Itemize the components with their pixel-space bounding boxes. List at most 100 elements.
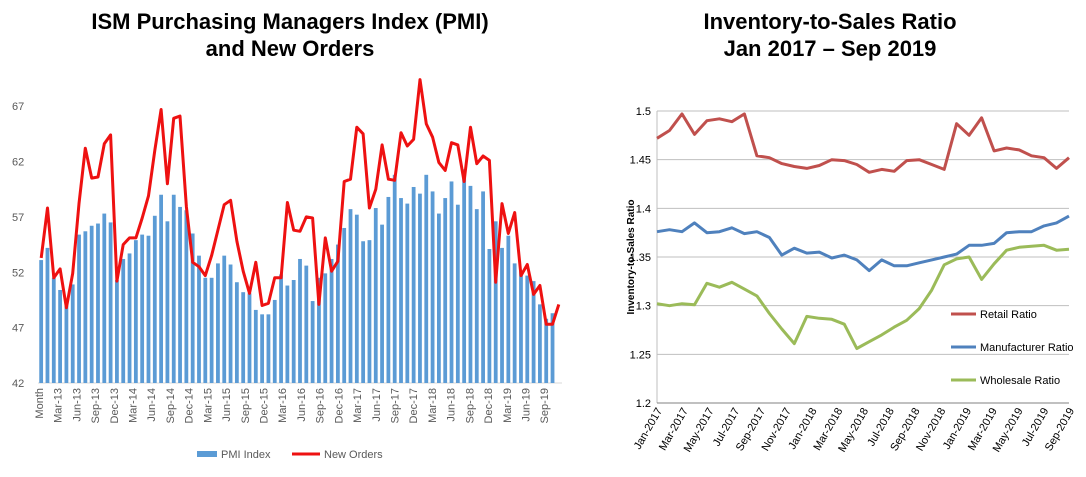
pmi-x-tick-label: Sep-15 bbox=[240, 388, 252, 423]
pmi-x-tick-label: Jun-14 bbox=[146, 388, 158, 422]
pmi-x-tick-label: Mar-17 bbox=[352, 388, 364, 423]
pmi-bar bbox=[89, 225, 94, 383]
pmi-x-tick-label: Jun-18 bbox=[446, 388, 458, 422]
inventory-y-tick-label: 1.35 bbox=[630, 252, 651, 264]
pmi-bar bbox=[291, 280, 296, 383]
pmi-bar bbox=[335, 244, 340, 383]
pmi-bar bbox=[373, 208, 378, 383]
new-orders-line bbox=[39, 78, 561, 326]
pmi-x-tick-label: Mar-15 bbox=[202, 388, 214, 423]
inventory-legend-label: Retail Ratio bbox=[980, 309, 1037, 321]
pmi-bar bbox=[203, 277, 208, 383]
pmi-bar bbox=[512, 263, 517, 383]
pmi-bar bbox=[399, 198, 403, 383]
pmi-bar bbox=[234, 282, 239, 383]
pmi-bar bbox=[216, 263, 220, 383]
pmi-bar bbox=[430, 191, 435, 383]
pmi-bar bbox=[197, 255, 201, 383]
pmi-bar bbox=[468, 185, 473, 383]
pmi-chart-title-line1: ISM Purchasing Managers Index (PMI) bbox=[91, 9, 489, 34]
pmi-x-tick-label: Sep-19 bbox=[539, 388, 551, 423]
pmi-bar bbox=[140, 234, 145, 383]
pmi-bar bbox=[83, 231, 88, 383]
pmi-x-tick-label: Jun-15 bbox=[221, 388, 233, 422]
pmi-bar bbox=[392, 174, 397, 383]
pmi-x-tick-label: Sep-18 bbox=[464, 388, 476, 423]
pmi-y-tick-label: 47 bbox=[12, 323, 24, 335]
pmi-bar bbox=[108, 222, 113, 383]
inventory-chart-title: Inventory-to-Sales Ratio Jan 2017 – Sep … bbox=[590, 8, 1070, 62]
pmi-bar bbox=[436, 213, 441, 383]
pmi-bar bbox=[310, 301, 315, 383]
pmi-bar bbox=[165, 221, 170, 383]
pmi-x-tick-label: Sep-13 bbox=[90, 388, 102, 423]
pmi-y-tick-label: 42 bbox=[12, 378, 24, 390]
pmi-x-tick-label: Dec-17 bbox=[408, 388, 420, 423]
pmi-bar bbox=[500, 247, 504, 383]
pmi-bar bbox=[121, 258, 126, 383]
pmi-x-tick-label: Dec-13 bbox=[109, 388, 121, 423]
pmi-bar bbox=[531, 281, 536, 383]
pmi-bar bbox=[354, 214, 359, 383]
pmi-x-tick-label: Sep-16 bbox=[315, 388, 327, 423]
pmi-x-tick-label: Mar-13 bbox=[53, 388, 65, 423]
pmi-x-tick-label: Jun-13 bbox=[71, 388, 83, 422]
pmi-bar bbox=[443, 198, 448, 383]
pmi-bar bbox=[481, 191, 485, 383]
pmi-bar bbox=[159, 194, 164, 383]
pmi-bar bbox=[449, 181, 454, 383]
inventory-series-line-2 bbox=[656, 243, 1070, 350]
pmi-bar bbox=[342, 227, 347, 383]
pmi-bar bbox=[411, 186, 416, 383]
pmi-bar bbox=[519, 271, 523, 383]
pmi-bar bbox=[544, 318, 549, 383]
pmi-chart-title: ISM Purchasing Managers Index (PMI) and … bbox=[20, 8, 560, 62]
pmi-bar bbox=[184, 210, 189, 383]
inventory-legend-label: Manufacturer Ratio bbox=[980, 342, 1074, 354]
pmi-x-tick-label: Mar-19 bbox=[502, 388, 514, 423]
pmi-bar bbox=[39, 260, 44, 383]
pmi-bar bbox=[506, 235, 511, 383]
inventory-y-tick-label: 1.45 bbox=[630, 155, 651, 167]
pmi-bar bbox=[222, 255, 227, 383]
pmi-x-tick-label: Sep-14 bbox=[165, 388, 177, 423]
inventory-y-tick-label: 1.3 bbox=[636, 301, 651, 313]
pmi-x-tick-label: Dec-15 bbox=[258, 388, 270, 423]
pmi-chart: 42 47 52 57 62 67 Month Mar-13 Jun-13 Sep-13 Dec-1… bbox=[12, 78, 562, 461]
pmi-bar bbox=[247, 293, 252, 383]
inventory-y-tick-label: 1.2 bbox=[636, 398, 651, 410]
pmi-bar bbox=[209, 277, 214, 383]
pmi-bar bbox=[77, 234, 81, 383]
pmi-bar bbox=[127, 253, 132, 383]
pmi-bar bbox=[178, 206, 182, 383]
pmi-bar bbox=[51, 277, 56, 383]
pmi-bar bbox=[538, 304, 542, 383]
pmi-bar bbox=[133, 240, 138, 383]
pmi-bar bbox=[493, 221, 498, 383]
pmi-bar bbox=[298, 258, 302, 383]
pmi-bar bbox=[228, 264, 233, 383]
pmi-x-tick-label: Jun-17 bbox=[371, 388, 383, 422]
pmi-bar bbox=[525, 275, 530, 383]
pmi-bar bbox=[253, 309, 258, 383]
pmi-bar bbox=[272, 299, 277, 383]
pmi-y-tick-label: 62 bbox=[12, 157, 24, 169]
pmi-bar bbox=[487, 249, 492, 383]
pmi-x-tick-label: Month bbox=[34, 388, 46, 419]
pmi-bar bbox=[241, 292, 246, 383]
pmi-bar bbox=[304, 265, 309, 383]
inventory-series-line-0 bbox=[656, 112, 1070, 174]
pmi-bar bbox=[418, 193, 422, 383]
pmi-bar bbox=[361, 241, 366, 383]
pmi-bar bbox=[58, 289, 62, 383]
pmi-bar bbox=[455, 204, 460, 383]
pmi-bar bbox=[367, 240, 372, 383]
pmi-bar bbox=[45, 247, 50, 383]
pmi-y-tick-label: 52 bbox=[12, 267, 24, 279]
pmi-bar bbox=[474, 209, 479, 383]
pmi-bar bbox=[329, 258, 334, 383]
pmi-y-tick-label: 57 bbox=[12, 212, 24, 224]
pmi-bar bbox=[115, 280, 119, 383]
pmi-x-tick-label: Dec-14 bbox=[184, 388, 196, 423]
pmi-x-tick-label: Dec-18 bbox=[483, 388, 495, 423]
